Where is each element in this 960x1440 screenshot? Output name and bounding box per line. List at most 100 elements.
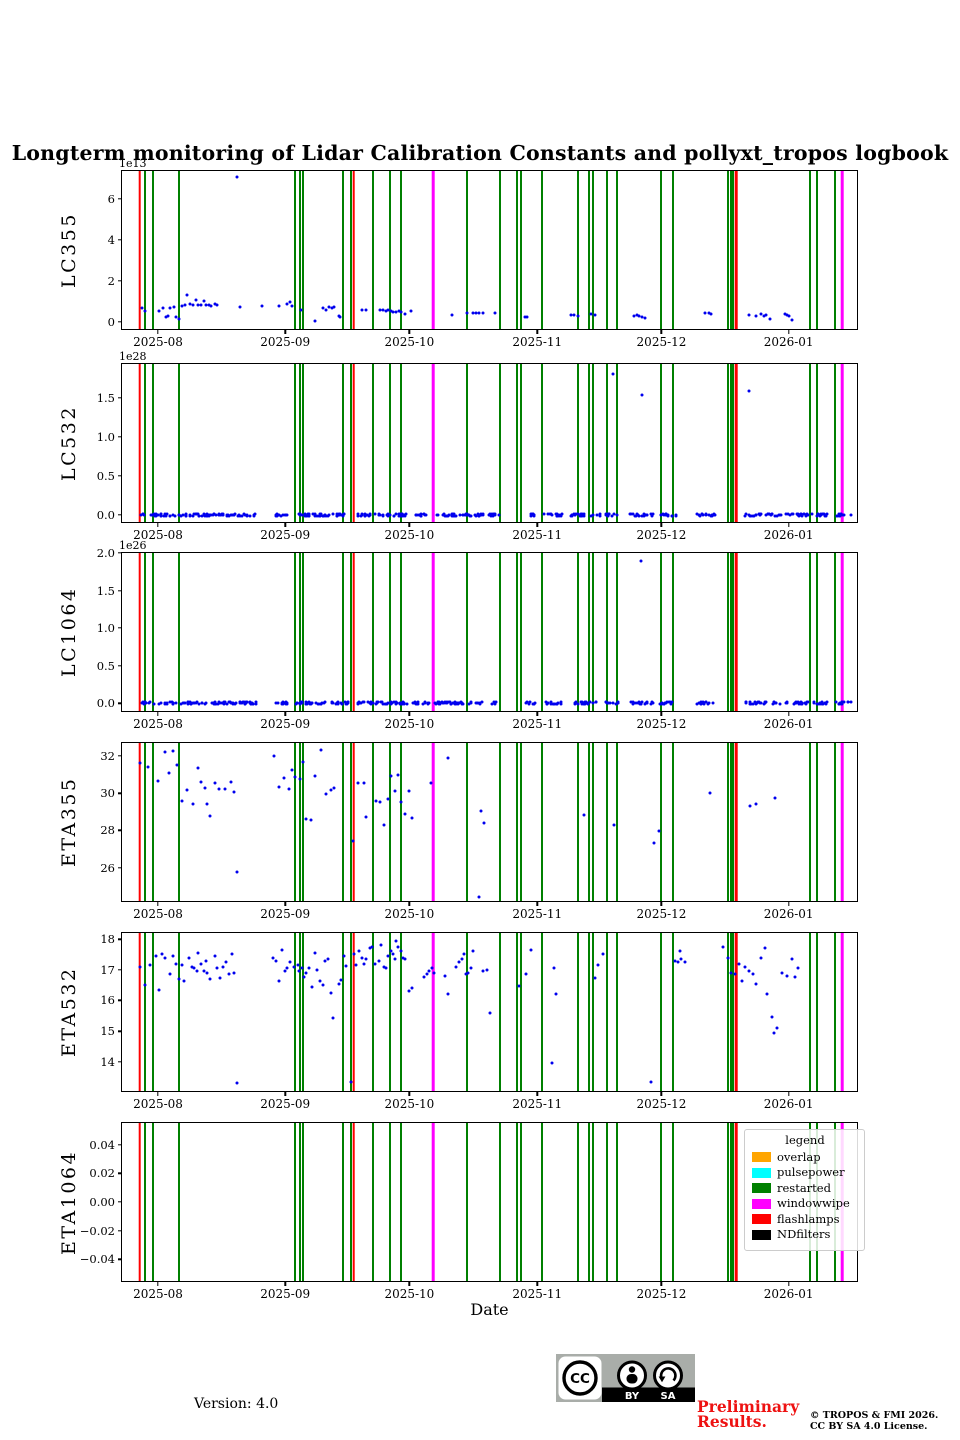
data-point: [191, 802, 195, 806]
data-point: [542, 512, 546, 516]
x-tick-mark: [536, 901, 538, 906]
event-line-restarted: [498, 364, 501, 522]
data-point: [202, 299, 206, 303]
data-point: [330, 306, 334, 310]
event-line-flashlamps: [138, 743, 141, 901]
data-point: [785, 313, 789, 317]
event-line-flashlamps: [352, 743, 356, 901]
event-line-restarted: [466, 1123, 469, 1281]
y-tick-mark: [117, 1172, 122, 1174]
event-line-windowwipe: [840, 743, 844, 901]
event-line-restarted: [178, 933, 181, 1091]
data-point: [554, 512, 558, 516]
data-point: [628, 512, 632, 516]
x-tick-mark: [408, 901, 411, 906]
y-tick-mark: [117, 1143, 122, 1146]
data-point: [227, 972, 231, 976]
data-point: [378, 308, 382, 311]
data-point: [788, 513, 792, 517]
data-point: [386, 797, 390, 801]
event-line-restarted: [293, 553, 296, 711]
data-point: [524, 972, 527, 976]
data-point: [743, 965, 747, 969]
event-line-restarted: [834, 933, 837, 1091]
data-point: [426, 702, 430, 706]
event-line-restarted: [151, 553, 154, 711]
event-line-restarted: [671, 1123, 674, 1281]
data-point: [399, 310, 403, 314]
event-line-restarted: [615, 364, 618, 522]
data-point: [414, 702, 418, 706]
data-point: [171, 701, 175, 705]
data-point: [202, 969, 206, 973]
event-line-windowwipe: [431, 743, 435, 901]
data-point: [645, 701, 649, 705]
event-line-restarted: [520, 743, 523, 901]
event-line-restarted: [587, 364, 590, 522]
data-point: [769, 513, 773, 517]
data-point: [317, 514, 321, 518]
data-point: [166, 314, 170, 318]
x-tick-mark: [408, 711, 411, 716]
x-tick-label: 2025-09: [260, 717, 311, 731]
event-line-restarted: [615, 1123, 618, 1281]
y-tick-mark: [117, 999, 122, 1002]
data-point: [300, 513, 304, 517]
data-point: [156, 779, 160, 783]
data-point: [195, 969, 199, 973]
event-line-restarted: [577, 933, 580, 1091]
data-point: [373, 512, 377, 516]
data-point: [467, 702, 471, 706]
data-point: [138, 761, 142, 765]
event-line-restarted: [726, 933, 729, 1091]
data-point: [139, 513, 143, 517]
data-point: [437, 700, 441, 704]
data-point: [589, 514, 593, 518]
event-line-restarted: [816, 743, 819, 901]
event-line-restarted: [302, 933, 305, 1091]
data-point: [667, 700, 671, 704]
data-point: [643, 513, 647, 517]
data-point: [377, 513, 381, 517]
data-point: [787, 314, 791, 318]
y-tick-label: 15: [100, 1024, 115, 1039]
data-point: [824, 514, 828, 518]
data-point: [215, 966, 219, 970]
data-point: [823, 701, 827, 705]
data-point: [392, 700, 396, 704]
data-point: [588, 700, 592, 704]
y-tick-mark: [117, 792, 122, 794]
event-line-restarted: [671, 743, 674, 901]
event-line-restarted: [515, 933, 518, 1091]
event-line-restarted: [388, 553, 391, 711]
event-line-restarted: [298, 364, 301, 522]
data-point: [196, 951, 200, 955]
event-line-restarted: [591, 933, 594, 1091]
data-point: [199, 303, 203, 307]
data-point: [523, 315, 527, 319]
data-point: [165, 701, 169, 705]
data-point: [319, 748, 323, 751]
data-point: [464, 972, 468, 976]
event-line-restarted: [732, 171, 735, 329]
data-point: [589, 312, 593, 316]
data-point: [640, 315, 644, 319]
data-point: [747, 389, 751, 393]
event-line-restarted: [400, 364, 403, 522]
data-point: [197, 514, 201, 518]
data-point: [366, 700, 370, 704]
data-point: [815, 702, 819, 706]
event-line-windowwipe: [431, 1123, 435, 1281]
data-point: [415, 513, 419, 517]
data-point: [497, 513, 501, 517]
event-line-restarted: [302, 171, 305, 329]
data-point: [396, 773, 400, 777]
y-tick-mark: [117, 589, 122, 592]
event-line-restarted: [660, 743, 663, 901]
event-line-restarted: [178, 1123, 181, 1281]
data-point: [386, 514, 390, 518]
data-point: [396, 945, 400, 949]
data-point: [422, 975, 426, 979]
data-point: [179, 702, 183, 706]
data-point: [759, 312, 763, 316]
